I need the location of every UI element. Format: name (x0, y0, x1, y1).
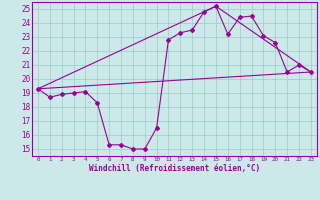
X-axis label: Windchill (Refroidissement éolien,°C): Windchill (Refroidissement éolien,°C) (89, 164, 260, 173)
